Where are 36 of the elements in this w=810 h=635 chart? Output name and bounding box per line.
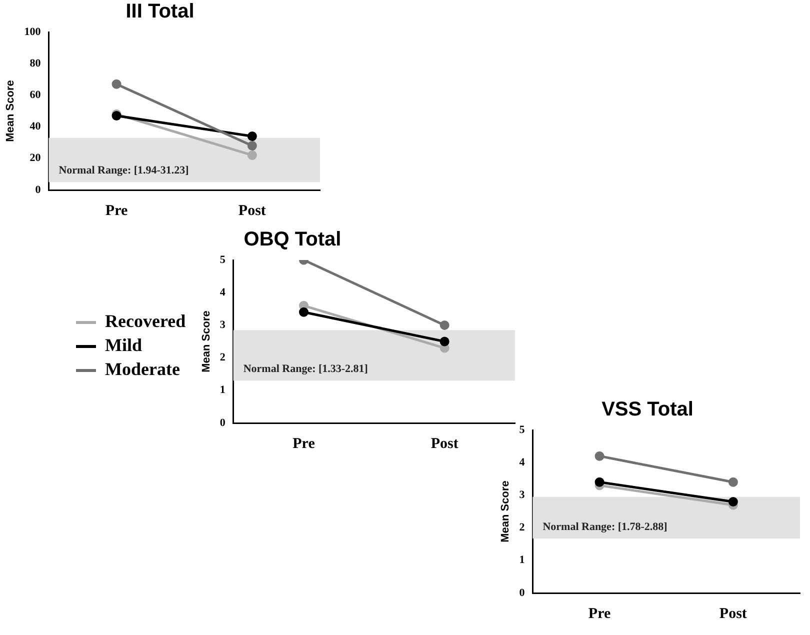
y-tick-label: 4 (519, 456, 526, 468)
y-tick-label: 4 (220, 286, 226, 298)
y-tick-label: 0 (519, 586, 526, 599)
x-tick-label: Pre (292, 436, 316, 452)
y-tick-label: 60 (30, 89, 42, 102)
y-tick-label: 3 (519, 489, 526, 502)
x-tick-label: Post (430, 436, 458, 452)
y-tick-label: 0 (220, 416, 226, 429)
y-axis-title: Mean Score (500, 480, 512, 542)
y-tick-label: 5 (519, 424, 526, 436)
y-tick-label: 1 (220, 384, 226, 396)
y-axis-title: Mean Score (200, 310, 212, 372)
y-tick-label: 1 (519, 554, 525, 566)
y-tick-label: 80 (30, 57, 42, 70)
y-tick-label: 2 (519, 522, 526, 534)
chart-title: III Total (126, 0, 194, 23)
legend-label: Recovered (105, 311, 186, 332)
y-tick-label: 3 (220, 319, 226, 332)
y-tick-label: 0 (35, 184, 42, 196)
legend-label: Mild (105, 335, 142, 356)
y-tick-label: 100 (24, 26, 42, 38)
band-label: Normal Range: [1.33-2.81] (243, 362, 368, 375)
legend-label: Moderate (105, 359, 180, 380)
y-tick-label: 2 (220, 352, 226, 364)
y-tick-label: 40 (30, 120, 42, 133)
chart-title: OBQ Total (244, 228, 342, 251)
y-tick-label: 20 (30, 152, 42, 164)
x-tick-label: Pre (588, 606, 611, 622)
band-label: Normal Range: [1.94-31.23] (58, 164, 189, 176)
band-label: Normal Range: [1.78-2.88] (542, 520, 668, 533)
x-tick-label: Pre (105, 202, 128, 219)
x-tick-label: Post (238, 202, 266, 219)
y-tick-label: 5 (220, 254, 226, 266)
x-tick-label: Post (719, 606, 747, 622)
y-axis-title: Mean Score (4, 80, 17, 142)
chart-title: VSS Total (602, 398, 694, 421)
